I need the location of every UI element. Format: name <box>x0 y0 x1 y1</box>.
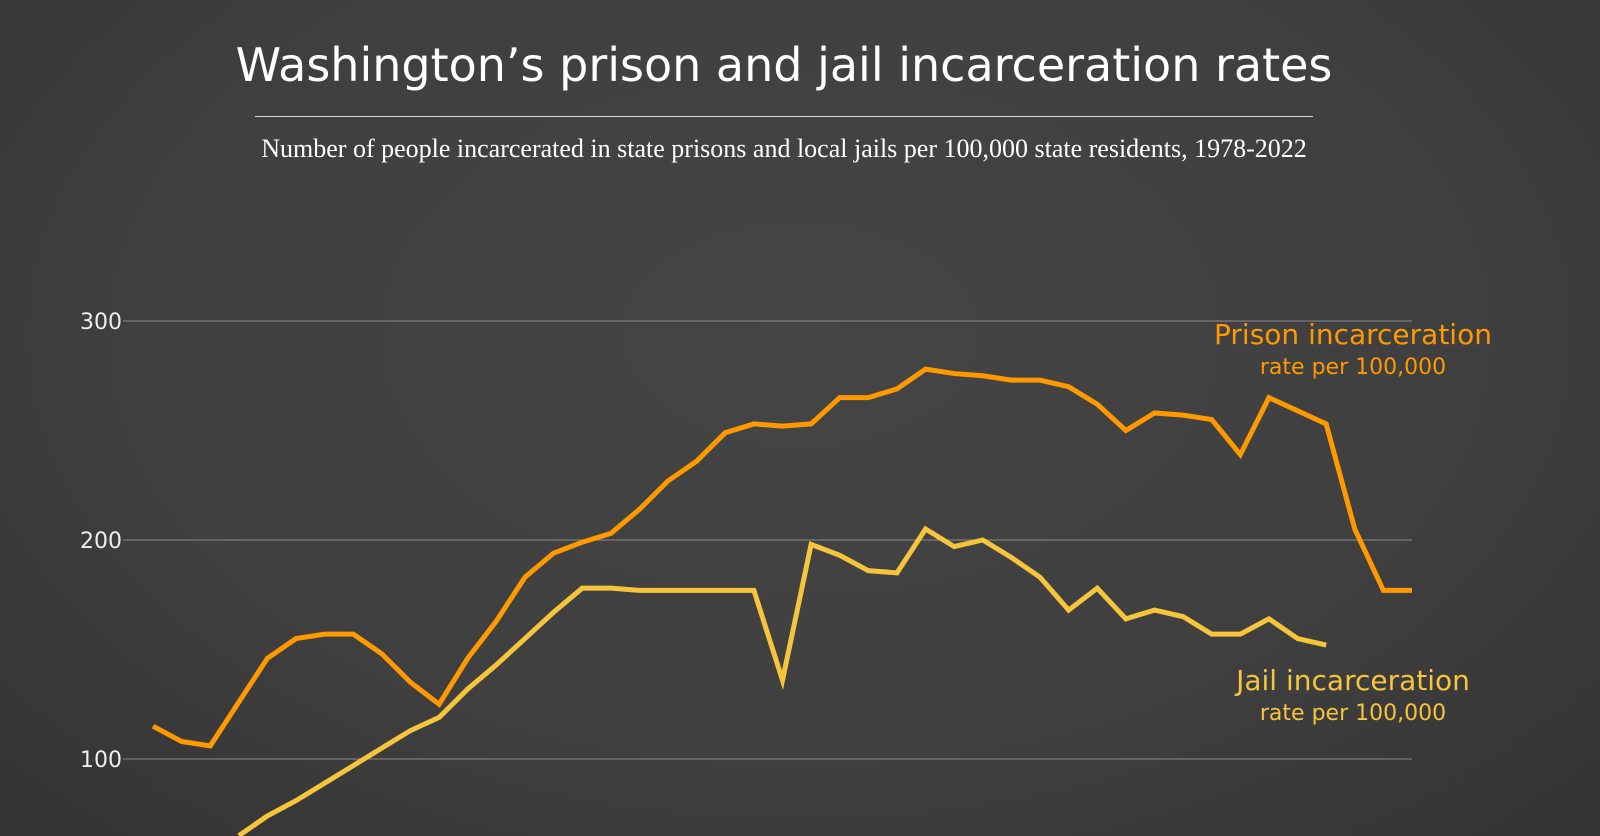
legend-jail-title: Jail incarceration <box>1236 664 1470 697</box>
y-tick-label: 300 <box>80 310 122 335</box>
legend-prison-sub: rate per 100,000 <box>1259 355 1447 380</box>
legend-prison-title: Prison incarceration <box>1214 318 1492 351</box>
prison-rate-line <box>151 366 1412 749</box>
chart-subtitle: Number of people incarcerated in state p… <box>261 134 1307 163</box>
legend-prison: Prison incarceration rate per 100,000 <box>1200 318 1506 380</box>
chart-title: Washington’s prison and jail incarcerati… <box>235 38 1333 92</box>
title-divider <box>255 116 1313 117</box>
y-tick-label: 200 <box>80 529 122 554</box>
legend-jail-sub: rate per 100,000 <box>1259 701 1447 726</box>
y-tick-label: 100 <box>80 748 122 773</box>
jail-rate-line <box>237 525 1327 836</box>
legend-jail: Jail incarceration rate per 100,000 <box>1200 664 1506 726</box>
